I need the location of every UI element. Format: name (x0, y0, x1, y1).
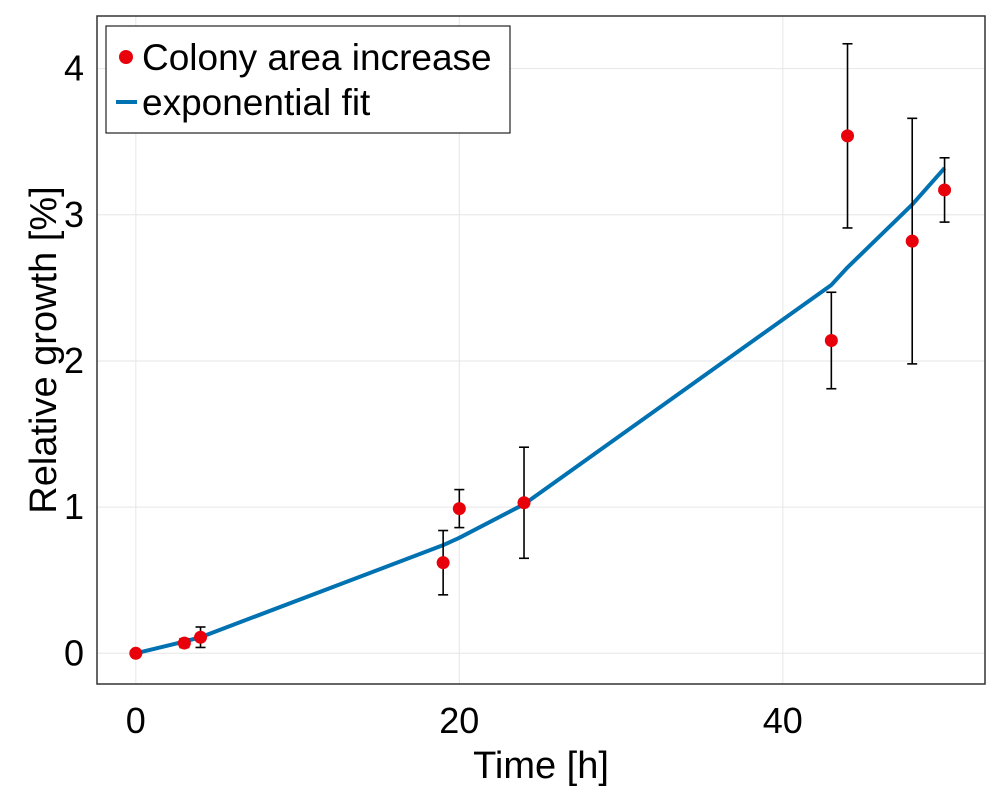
fit-line-layer (135, 166, 947, 656)
x-tick-label: 0 (126, 700, 146, 741)
y-tick-label: 3 (64, 194, 84, 235)
legend-box (105, 25, 511, 134)
y-axis-title: Relative growth [%] (23, 186, 65, 513)
data-point (905, 234, 919, 248)
data-point (824, 333, 838, 347)
legend: Colony area increase exponential fit (105, 25, 511, 134)
y-tick-label: 2 (64, 340, 84, 381)
x-ticks: 0 20 40 (126, 700, 803, 741)
y-tick-label: 4 (64, 48, 84, 89)
fit-line (135, 166, 947, 656)
point-layer (129, 129, 952, 660)
legend-label-exponential-fit: exponential fit (142, 82, 371, 123)
data-point (129, 646, 143, 660)
legend-marker-colony-area (119, 50, 133, 64)
y-tick-label: 1 (64, 486, 84, 527)
legend-label-colony-area: Colony area increase (142, 37, 492, 78)
x-tick-label: 40 (763, 700, 803, 741)
data-point (841, 129, 855, 143)
data-point (436, 556, 450, 570)
y-ticks: 0 1 2 3 4 (64, 48, 84, 674)
plot-frame (96, 15, 986, 685)
y-tick-label: 0 (64, 632, 84, 673)
x-axis-title: Time [h] (473, 745, 609, 787)
data-point (194, 630, 208, 644)
x-tick-label: 20 (439, 700, 479, 741)
data-point (517, 496, 531, 510)
data-point (938, 183, 952, 197)
data-point (452, 502, 466, 516)
data-point (177, 636, 191, 650)
